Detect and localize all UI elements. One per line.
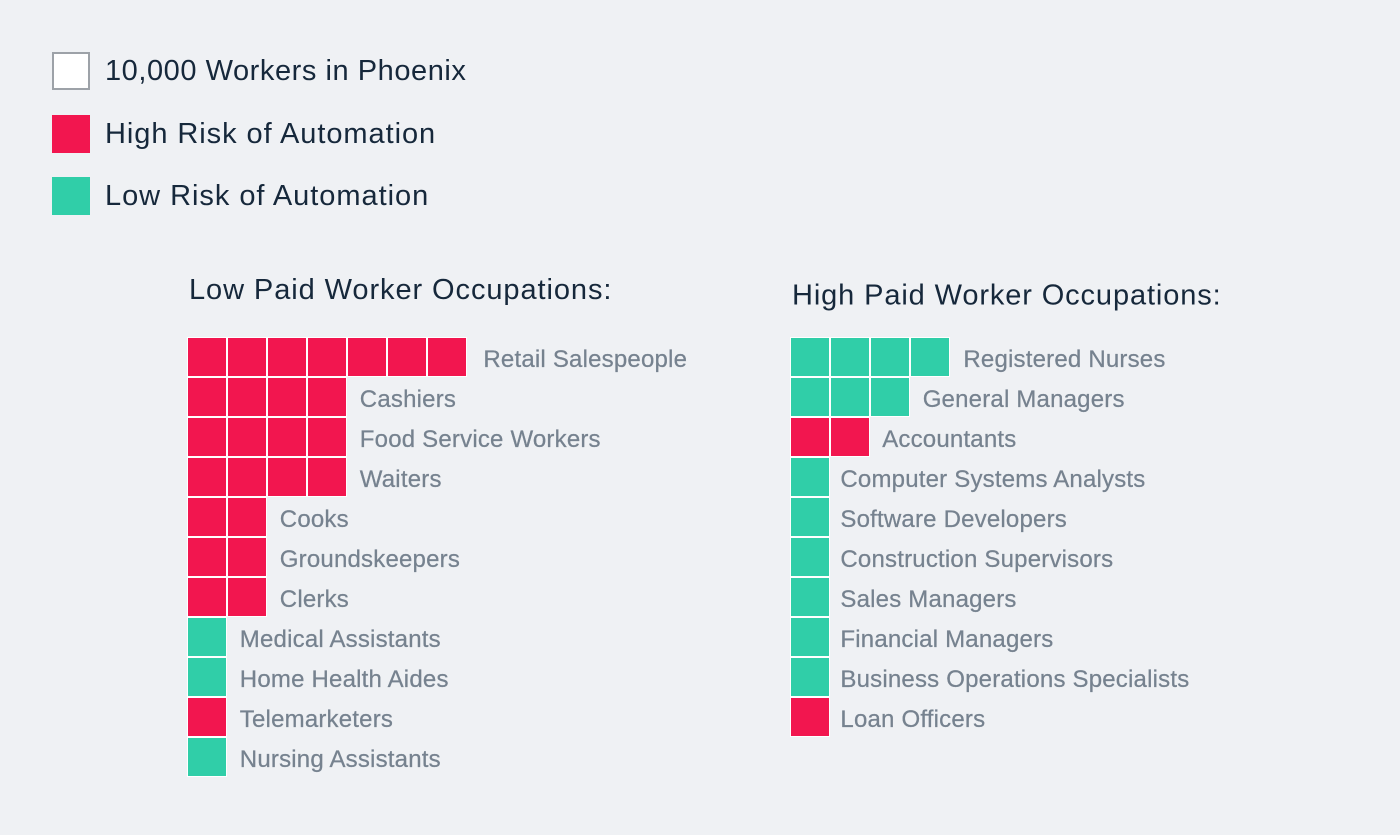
svg-text:Retail Salespeople: Retail Salespeople <box>483 346 687 373</box>
svg-text:Cooks: Cooks <box>280 506 349 533</box>
svg-text:Cashiers: Cashiers <box>360 386 456 413</box>
svg-text:Sales Managers: Sales Managers <box>840 586 1016 613</box>
svg-text:High Risk of Automation: High Risk of Automation <box>105 118 436 150</box>
svg-text:Loan Officers: Loan Officers <box>840 706 985 733</box>
svg-text:Construction Supervisors: Construction Supervisors <box>840 546 1113 573</box>
svg-text:10,000 Workers in Phoenix: 10,000 Workers in Phoenix <box>105 55 466 87</box>
svg-text:High Paid Worker Occupations:: High Paid Worker Occupations: <box>792 280 1222 312</box>
svg-text:General Managers: General Managers <box>923 386 1125 413</box>
svg-text:Financial Managers: Financial Managers <box>840 626 1053 653</box>
svg-text:Telemarketers: Telemarketers <box>240 706 393 733</box>
svg-text:Medical Assistants: Medical Assistants <box>240 626 441 653</box>
svg-text:Accountants: Accountants <box>882 426 1016 453</box>
svg-text:Low Risk of Automation: Low Risk of Automation <box>105 180 429 212</box>
svg-text:Business Operations Specialist: Business Operations Specialists <box>840 666 1189 693</box>
svg-text:Groundskeepers: Groundskeepers <box>280 546 460 573</box>
svg-text:Food Service Workers: Food Service Workers <box>360 426 601 453</box>
svg-text:Software Developers: Software Developers <box>840 506 1067 533</box>
svg-text:Registered Nurses: Registered Nurses <box>963 346 1165 373</box>
svg-text:Waiters: Waiters <box>360 466 442 493</box>
svg-text:Home Health Aides: Home Health Aides <box>240 666 449 693</box>
svg-text:Nursing Assistants: Nursing Assistants <box>240 746 441 773</box>
svg-text:Computer Systems Analysts: Computer Systems Analysts <box>840 466 1145 493</box>
svg-text:Low Paid Worker Occupations:: Low Paid Worker Occupations: <box>189 274 612 306</box>
svg-text:Clerks: Clerks <box>280 586 349 613</box>
